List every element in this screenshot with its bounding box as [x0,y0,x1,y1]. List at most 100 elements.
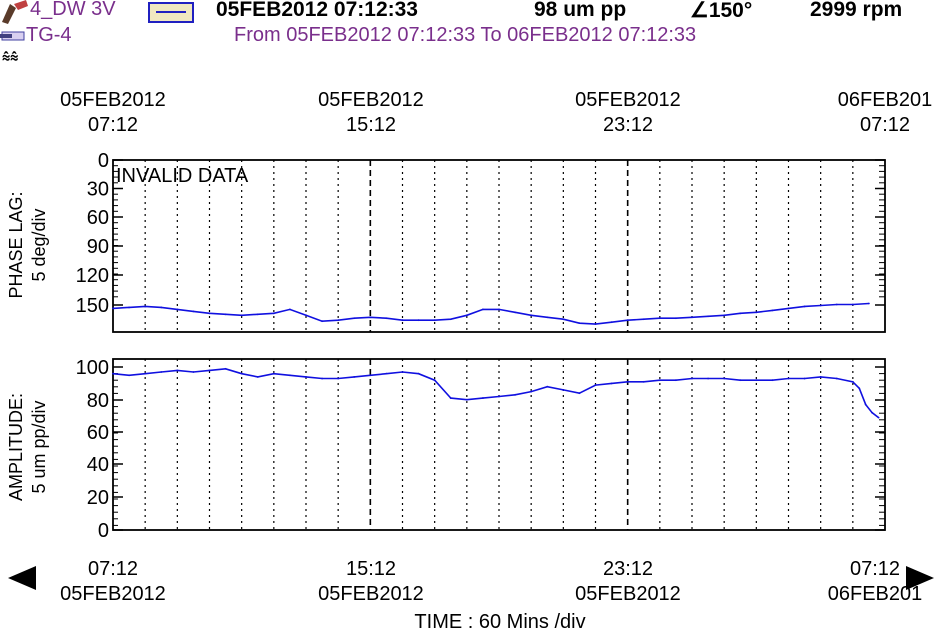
data-point [240,314,243,317]
data-point [562,318,565,321]
scroll-right-arrow[interactable] [906,566,934,590]
y-tick-label: 20 [87,487,109,509]
collapse-icon[interactable]: ⩯⩯ [2,49,19,65]
date-range: From 05FEB2012 07:12:33 To 06FEB2012 07:… [234,24,697,46]
data-point [707,315,709,318]
data-point [819,376,822,378]
data-point [272,312,275,315]
bottom-time-label: 23:12 05FEB2012 [575,558,681,605]
data-point [723,314,726,317]
bottom-time-label: 07:12 06FEB201 [827,558,923,605]
data-point [610,382,613,385]
data-point [594,323,597,326]
top-time-label: 06FEB201 07:12 [837,89,933,136]
y-tick-label: 0 [98,520,109,542]
data-point [192,371,195,373]
data-point [626,380,629,383]
data-point [803,377,806,380]
data-point [449,397,452,399]
x-axis-label: TIME : 60 Mins /div [414,611,586,633]
y-tick-label: 60 [87,422,109,444]
data-point [482,308,484,311]
data-point [610,321,613,324]
y-tick-label: 120 [76,265,109,287]
data-point [160,371,163,373]
data-point [482,397,484,399]
data-point [739,312,742,315]
data-point [208,312,211,315]
data-point [658,379,661,382]
data-point [707,377,709,380]
phase-lag-plot: 0 30 60 90 120 150 [76,150,886,333]
data-point [755,379,758,382]
data-point [594,384,597,386]
data-point [176,308,179,311]
data-point [723,377,726,380]
data-point [208,369,211,372]
header-speed: 2999 rpm [810,0,903,21]
y-tick-label: 40 [87,454,109,476]
channel-name[interactable]: 4_DW 3V [30,0,116,20]
y-tick-label: 0 [98,150,109,172]
data-point [739,379,742,382]
y-tick-label: 90 [87,236,109,258]
data-point [787,377,790,380]
data-point [877,416,880,419]
data-point [337,319,340,322]
data-point [272,372,275,375]
data-point [369,316,372,319]
probe-icon [2,0,28,24]
top-time-label: 05FEB2012 23:12 [575,89,681,136]
data-point [112,307,114,310]
data-point [385,372,388,375]
data-point [465,398,468,401]
data-point [449,318,452,321]
header-timestamp: 05FEB2012 07:12:33 [216,0,418,21]
data-point [289,308,291,311]
data-point [337,377,340,380]
data-point [192,310,195,313]
data-point [353,317,356,320]
data-point [691,316,693,319]
bottom-time-label: 15:12 05FEB2012 [318,558,424,605]
data-point [224,313,227,316]
data-point [433,319,436,322]
machine-icon [0,31,25,41]
data-point [160,306,163,309]
data-point [642,318,645,321]
phase-ylabel: PHASE LAG: [6,191,26,298]
data-point [864,403,867,406]
data-point [353,376,356,378]
data-point [514,393,516,396]
data-point [305,376,307,378]
data-point [858,387,861,390]
scroll-left-arrow[interactable] [8,566,36,590]
legend-swatch [148,2,194,23]
data-point [144,372,147,375]
data-point [562,389,565,391]
data-point [401,371,404,373]
data-point [851,380,854,383]
y-tick-label: 80 [87,390,109,412]
machine-name[interactable]: TG-4 [26,24,72,46]
data-point [417,319,420,322]
top-time-label: 05FEB2012 15:12 [318,89,424,136]
data-point [658,317,661,320]
data-point [321,320,323,323]
data-point [868,302,870,305]
data-point [417,372,420,375]
top-time-label: 05FEB2012 07:12 [60,89,166,136]
data-point [128,374,130,377]
y-tick-label: 60 [87,207,109,229]
data-point [546,316,549,319]
data-point [176,369,179,372]
data-point [871,411,874,414]
data-point [385,317,388,320]
data-point [835,377,838,380]
data-point [144,305,147,308]
data-point [803,305,806,308]
y-tick-label: 150 [76,295,109,317]
data-point [112,372,114,375]
data-point [530,314,533,317]
amplitude-plot: 100 80 60 40 20 0 [76,357,886,542]
